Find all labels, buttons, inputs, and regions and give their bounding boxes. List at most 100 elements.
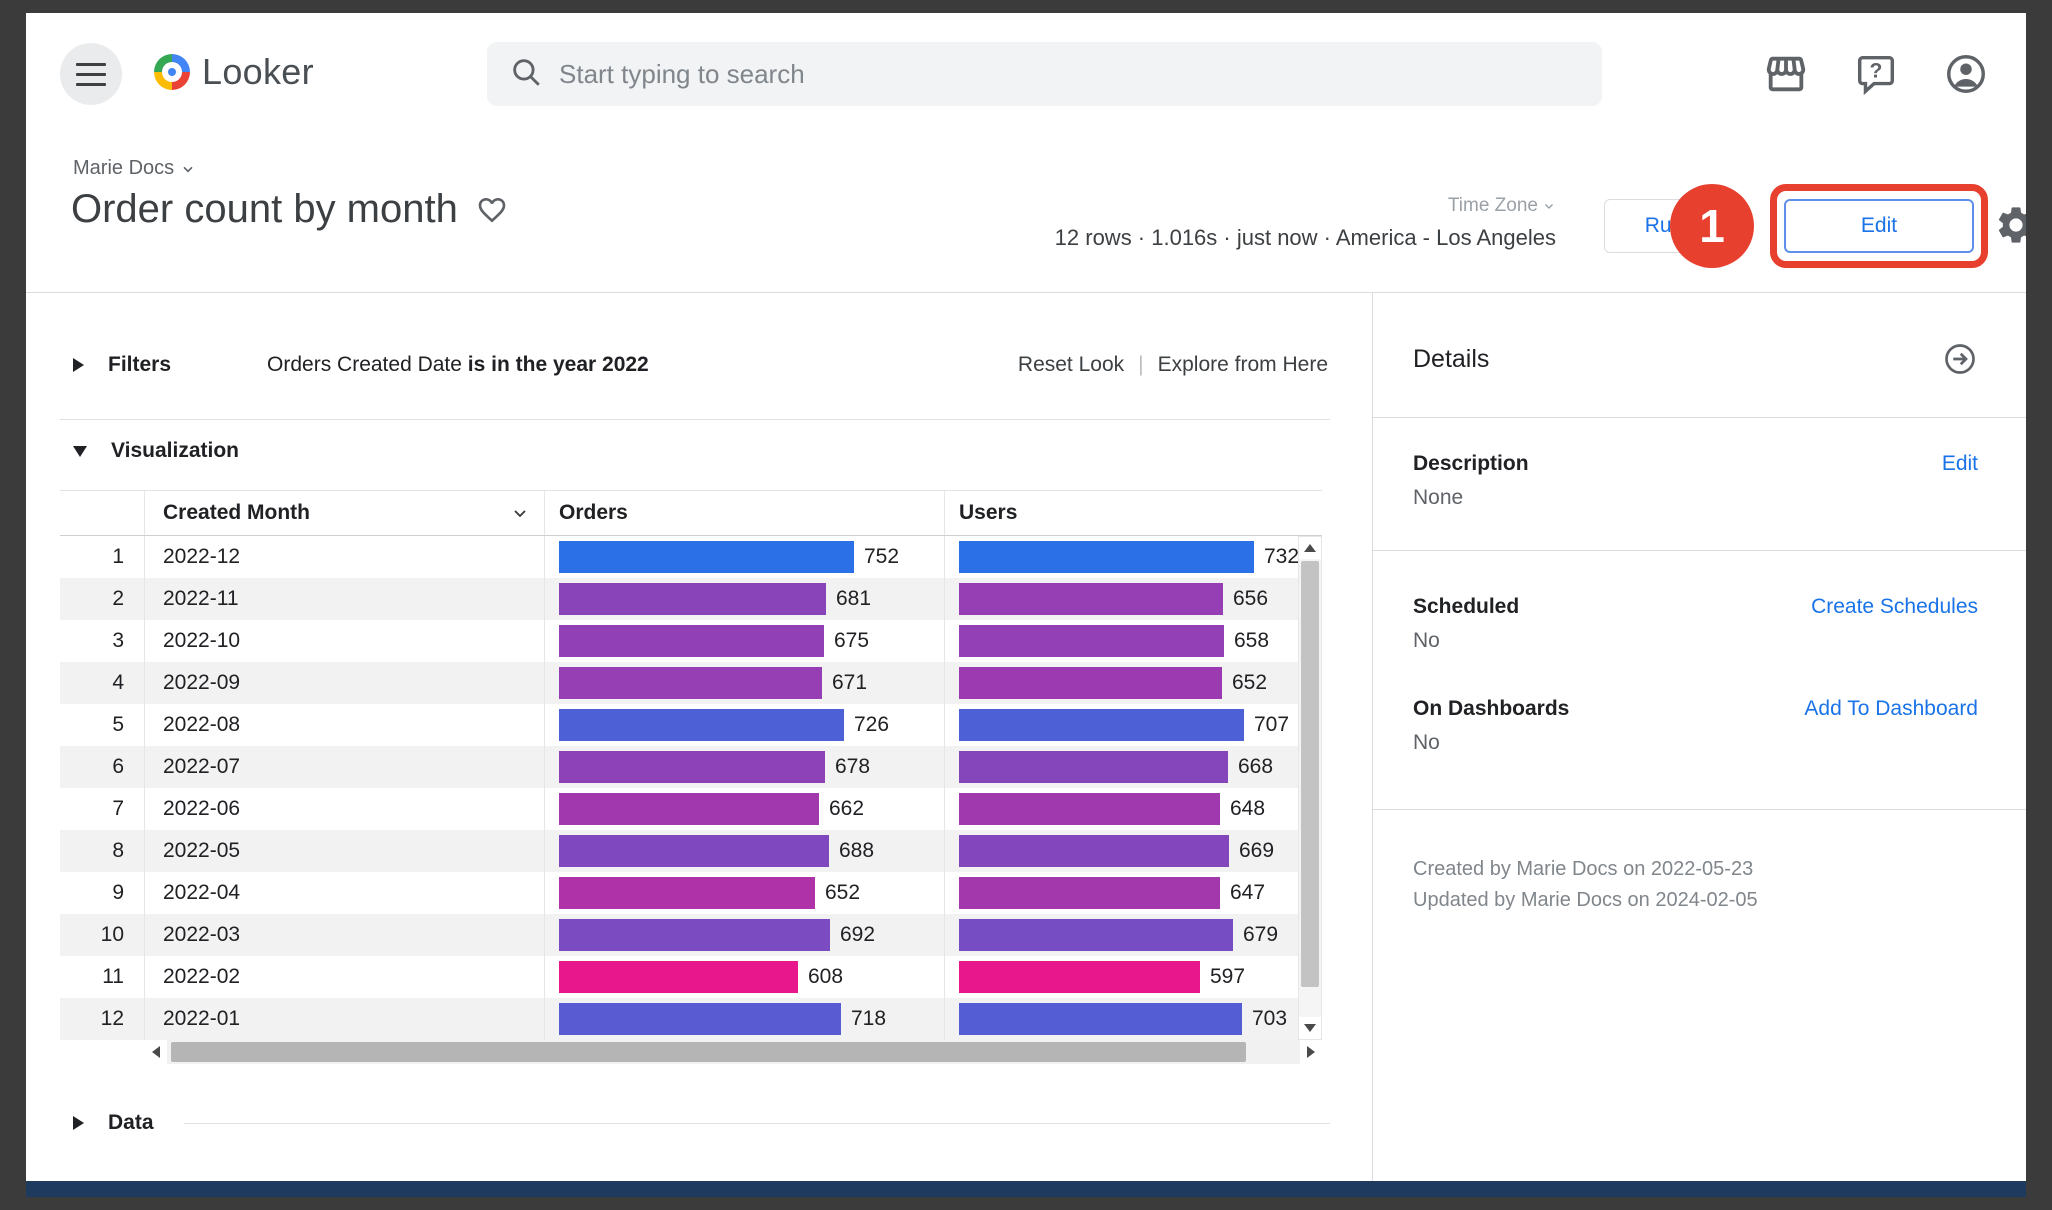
- data-bar-value: 692: [840, 923, 876, 946]
- create-schedules-link[interactable]: Create Schedules: [1811, 595, 1978, 618]
- data-bar[interactable]: [559, 793, 819, 825]
- data-bar[interactable]: [559, 667, 822, 699]
- help-button[interactable]: ?: [1853, 51, 1899, 97]
- data-bar[interactable]: [959, 709, 1244, 741]
- table-row: 4 2022-09 671 652: [60, 662, 1322, 704]
- data-bar[interactable]: [959, 1003, 1242, 1035]
- measure-cell: 597: [945, 956, 1298, 998]
- data-bar-value: 732: [1264, 545, 1300, 568]
- column-menu-icon[interactable]: [510, 503, 530, 523]
- created-month-cell: 2022-05: [145, 830, 545, 872]
- reset-look-link[interactable]: Reset Look: [1017, 353, 1125, 376]
- data-bar[interactable]: [959, 583, 1223, 615]
- edit-description-link[interactable]: Edit: [1941, 452, 1978, 475]
- row-number: 3: [60, 620, 145, 662]
- description-value: None: [1413, 486, 1464, 509]
- data-bar[interactable]: [959, 751, 1228, 783]
- data-bar[interactable]: [959, 625, 1224, 657]
- measure-cell: 732: [945, 536, 1300, 578]
- chevron-down-icon: [1542, 199, 1556, 213]
- table-row: 5 2022-08 726 707: [60, 704, 1322, 746]
- search-input[interactable]: [559, 58, 1580, 90]
- data-bar[interactable]: [559, 541, 854, 573]
- row-number: 10: [60, 914, 145, 956]
- column-header-users[interactable]: Users: [959, 501, 1018, 524]
- measure-cell: 718: [545, 998, 945, 1040]
- row-number-header: [60, 491, 145, 535]
- data-bar[interactable]: [959, 919, 1233, 951]
- data-bar-value: 718: [851, 1007, 887, 1030]
- scheduled-label: Scheduled: [1413, 595, 1520, 618]
- account-button[interactable]: [1943, 51, 1989, 97]
- scroll-left-button[interactable]: [145, 1040, 167, 1064]
- scroll-down-button[interactable]: [1299, 1017, 1321, 1039]
- edit-button[interactable]: Edit: [1784, 199, 1974, 253]
- divider: [1373, 550, 2026, 551]
- arrow-left-icon: [152, 1046, 160, 1058]
- horizontal-scrollbar[interactable]: [145, 1040, 1322, 1064]
- look-header: Marie Docs Order count by month Time Zon…: [26, 135, 2026, 293]
- data-bar[interactable]: [959, 835, 1229, 867]
- data-bar[interactable]: [559, 751, 825, 783]
- favorite-icon[interactable]: [476, 194, 508, 226]
- data-bar-value: 608: [808, 965, 844, 988]
- data-section-label[interactable]: Data: [108, 1111, 154, 1134]
- column-header-created-month[interactable]: Created Month: [145, 491, 545, 535]
- data-bar[interactable]: [559, 709, 844, 741]
- vertical-scroll-thumb[interactable]: [1301, 561, 1319, 987]
- data-bar-value: 648: [1230, 797, 1266, 820]
- data-bar[interactable]: [559, 877, 815, 909]
- data-bar[interactable]: [559, 919, 830, 951]
- data-bar[interactable]: [959, 961, 1200, 993]
- data-bar[interactable]: [559, 961, 798, 993]
- data-expand-icon[interactable]: [73, 1116, 84, 1130]
- top-bar: Looker ?: [26, 13, 2026, 135]
- page-title: Order count by month: [71, 187, 458, 231]
- data-bar-value: 662: [829, 797, 865, 820]
- menu-button[interactable]: [60, 43, 122, 105]
- updated-by-text: Updated by Marie Docs on 2024-02-05: [1413, 889, 1758, 911]
- row-number: 4: [60, 662, 145, 704]
- data-bar-value: 703: [1252, 1007, 1288, 1030]
- row-number: 11: [60, 956, 145, 998]
- row-number: 7: [60, 788, 145, 830]
- vertical-scrollbar[interactable]: [1298, 536, 1322, 1040]
- visualization-section-label[interactable]: Visualization: [111, 439, 239, 462]
- measure-cell: 656: [945, 578, 1298, 620]
- data-bar[interactable]: [559, 835, 829, 867]
- search-bar[interactable]: [487, 42, 1602, 106]
- breadcrumb[interactable]: Marie Docs: [73, 157, 196, 180]
- arrow-circle-icon: [1945, 344, 1975, 374]
- explore-from-here-link[interactable]: Explore from Here: [1157, 353, 1328, 376]
- column-header-orders[interactable]: Orders: [545, 491, 945, 535]
- data-bar-value: 707: [1254, 713, 1290, 736]
- data-bar[interactable]: [959, 877, 1220, 909]
- marketplace-button[interactable]: [1763, 51, 1809, 97]
- settings-button[interactable]: [1994, 203, 2026, 247]
- created-month-cell: 2022-03: [145, 914, 545, 956]
- measure-cell: 662: [545, 788, 945, 830]
- visualization-collapse-icon[interactable]: [73, 445, 87, 457]
- data-bar[interactable]: [559, 625, 824, 657]
- data-bar[interactable]: [959, 541, 1254, 573]
- table-row: 3 2022-10 675 658: [60, 620, 1322, 662]
- scroll-up-button[interactable]: [1299, 537, 1321, 559]
- add-to-dashboard-link[interactable]: Add To Dashboard: [1804, 697, 1978, 720]
- data-bar[interactable]: [959, 667, 1222, 699]
- filters-expand-icon[interactable]: [73, 358, 84, 372]
- timezone-selector[interactable]: Time Zone: [1448, 195, 1556, 217]
- horizontal-scroll-thumb[interactable]: [171, 1042, 1246, 1062]
- data-bar[interactable]: [559, 583, 826, 615]
- data-bar-value: 688: [839, 839, 875, 862]
- data-bar[interactable]: [559, 1003, 841, 1035]
- data-bar[interactable]: [959, 793, 1220, 825]
- looker-logo[interactable]: Looker: [154, 51, 314, 93]
- measure-cell: 658: [945, 620, 1298, 662]
- looker-logo-icon: [154, 54, 190, 90]
- filters-divider: [60, 419, 1330, 420]
- scroll-right-button[interactable]: [1300, 1040, 1322, 1064]
- measure-cell: 647: [945, 872, 1298, 914]
- annotation-step-badge: 1: [1670, 184, 1754, 268]
- filters-section-label[interactable]: Filters: [108, 353, 172, 376]
- details-open-button[interactable]: [1942, 341, 1978, 377]
